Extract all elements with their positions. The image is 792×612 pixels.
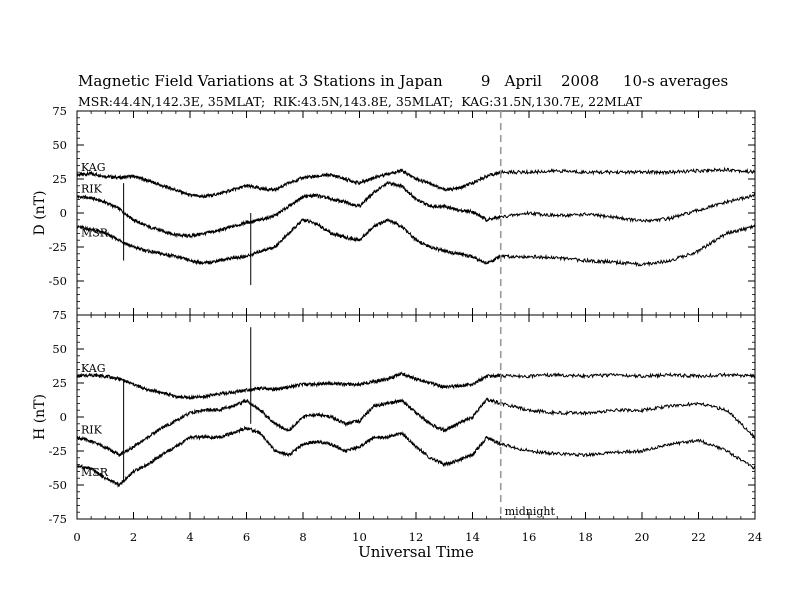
series-label-D-MSR: MSR: [81, 227, 109, 240]
station-coordinates: MSR:44.4N,142.3E, 35MLAT; RIK:43.5N,143.…: [78, 94, 642, 109]
series-H-RIK: [76, 397, 756, 457]
series-label-H-KAG: KAG: [81, 362, 106, 375]
title-month: April: [504, 72, 542, 90]
xtick-label-12: 12: [409, 530, 424, 544]
chart-title: Magnetic Field Variations at 3 Stations …: [78, 72, 728, 90]
series-label-D-RIK: RIK: [81, 183, 103, 196]
title-day: 9: [480, 72, 491, 90]
ytick-label-H--75: -75: [48, 512, 67, 526]
xtick-label-2: 2: [130, 530, 137, 544]
series-D-MSR: [76, 217, 756, 268]
ytick-label-H-75: 75: [52, 308, 67, 322]
series-D-KAG: [76, 166, 756, 199]
ytick-label-H--50: -50: [48, 478, 67, 492]
xtick-label-14: 14: [465, 530, 480, 544]
ytick-label-H-25: 25: [52, 376, 67, 390]
panel-frame-H: [76, 314, 756, 520]
ytick-label-H-50: 50: [52, 342, 67, 356]
ytick-label-D-75: 75: [52, 104, 67, 118]
xtick-label-16: 16: [522, 530, 537, 544]
xtick-label-20: 20: [635, 530, 650, 544]
series-label-D-KAG: KAG: [81, 161, 106, 174]
ytick-label-H-0: 0: [60, 410, 67, 424]
xlabel: Universal Time: [358, 543, 474, 561]
series-label-H-MSR: MSR: [81, 466, 109, 479]
xtick-label-18: 18: [578, 530, 593, 544]
panel-frame-D: [76, 110, 756, 316]
ylabel-D: D (nT): [32, 191, 48, 236]
midnight-label: midnight: [505, 505, 556, 518]
xtick-label-24: 24: [748, 530, 763, 544]
ytick-label-D--50: -50: [48, 274, 67, 288]
title-year: 2008: [560, 72, 600, 90]
series-H-MSR: [76, 425, 756, 488]
title-main: Magnetic Field Variations at 3 Stations …: [78, 72, 443, 90]
ytick-label-D-0: 0: [60, 206, 67, 220]
title-averaging: 10-s averages: [622, 72, 729, 90]
ytick-label-D--25: -25: [48, 240, 67, 254]
series-H-KAG: [76, 371, 756, 400]
xtick-label-4: 4: [186, 530, 193, 544]
series-label-H-RIK: RIK: [81, 423, 103, 436]
xtick-label-8: 8: [299, 530, 306, 544]
ytick-label-H--25: -25: [48, 444, 67, 458]
ylabel-H: H (nT): [32, 394, 48, 440]
series-D-RIK: [76, 180, 756, 239]
xtick-label-6: 6: [243, 530, 250, 544]
ytick-label-D-25: 25: [52, 172, 67, 186]
ytick-label-D-50: 50: [52, 138, 67, 152]
xtick-label-22: 22: [691, 530, 706, 544]
xtick-label-10: 10: [352, 530, 367, 544]
xtick-label-0: 0: [73, 530, 80, 544]
